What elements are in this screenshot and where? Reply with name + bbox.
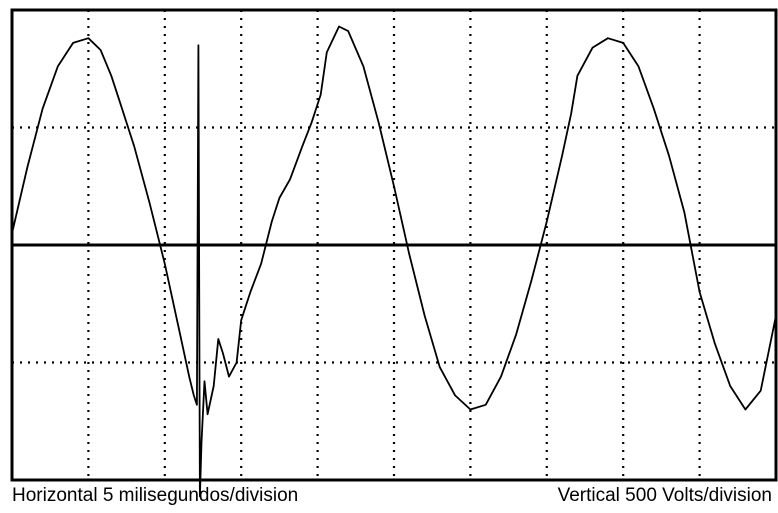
vertical-scale-caption: Vertical 500 Volts/division: [557, 485, 772, 506]
horizontal-scale-caption: Horizontal 5 milisegundos/division: [12, 485, 299, 506]
series-line-waveform: [11, 25, 777, 498]
plot-frame: [10, 8, 778, 482]
